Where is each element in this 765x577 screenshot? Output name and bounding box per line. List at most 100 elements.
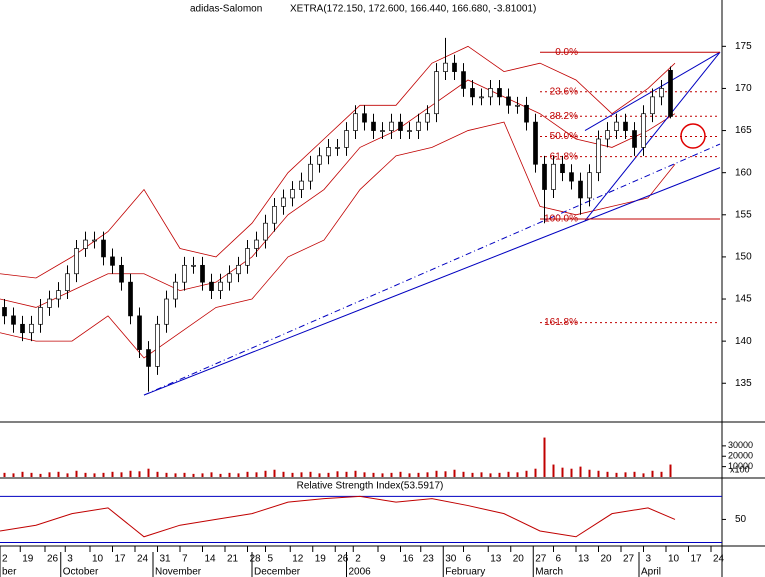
x-tick-label: 6	[556, 554, 562, 565]
fibonacci-label: 23.6%	[550, 86, 578, 97]
volume-bar	[336, 471, 339, 477]
x-tick-label: 21	[227, 554, 239, 565]
volume-bar	[390, 472, 393, 477]
candle-body	[20, 323, 25, 334]
month-label: October	[63, 567, 99, 577]
volume-bar	[12, 473, 15, 477]
volume-bar	[588, 469, 591, 477]
volume-bar	[120, 472, 123, 477]
candle-body	[614, 121, 619, 131]
volume-bar	[669, 464, 672, 477]
volume-bar	[633, 471, 636, 477]
volume-bar	[516, 472, 519, 477]
y-tick-label: 145	[735, 294, 752, 305]
candle-body	[200, 264, 205, 283]
candle-body	[560, 163, 565, 174]
candle-body	[650, 96, 655, 115]
candle-body	[254, 239, 259, 249]
volume-bar	[48, 472, 51, 477]
candle-body	[11, 315, 16, 325]
volume-bar	[66, 473, 69, 477]
month-label: ber	[2, 567, 17, 577]
volume-bar	[246, 471, 249, 477]
candle-body	[389, 121, 394, 131]
candle-body	[110, 256, 115, 266]
month-label: February	[445, 567, 485, 577]
volume-bar	[75, 470, 78, 477]
candle-body	[524, 104, 529, 123]
volume-bar	[309, 471, 312, 477]
x-tick-label: 28	[250, 554, 262, 565]
volume-bar	[624, 472, 627, 477]
volume-bar	[255, 472, 258, 477]
x-tick-label: 30	[445, 554, 457, 565]
volume-bar	[552, 464, 555, 477]
candle-body	[380, 130, 385, 132]
volume-bar	[201, 473, 204, 477]
volume-bar	[471, 472, 474, 477]
volume-bar	[579, 466, 582, 477]
x-tick-label: 6	[466, 554, 472, 565]
y-tick-label: 170	[735, 83, 752, 94]
y-tick-label: 160	[735, 167, 752, 178]
x-tick-label: 24	[137, 554, 149, 565]
x-tick-label: 10	[92, 554, 104, 565]
candle-body	[578, 180, 583, 199]
volume-bar	[228, 472, 231, 477]
fibonacci-label: 100.0%	[544, 214, 578, 225]
volume-bar	[30, 472, 33, 477]
volume-bar	[597, 470, 600, 477]
volume-bar	[453, 469, 456, 477]
candle-body	[29, 323, 34, 334]
candle-body	[83, 239, 88, 249]
volume-bar	[84, 472, 87, 477]
volume-bar	[192, 473, 195, 477]
volume-bar	[210, 472, 213, 477]
y-tick-label: 150	[735, 252, 752, 263]
candle-body	[128, 281, 133, 317]
bollinger-band	[0, 121, 676, 359]
candle-body	[362, 113, 367, 123]
candle-body	[119, 264, 124, 283]
x-tick-label: 5	[268, 554, 274, 565]
candle-body	[479, 96, 484, 99]
candle-body	[596, 138, 601, 174]
x-tick-label: 26	[337, 554, 349, 565]
candle-body	[101, 239, 106, 258]
x-tick-label: 24	[713, 554, 725, 565]
candle-body	[56, 290, 61, 300]
bollinger-band	[0, 79, 676, 308]
volume-bar	[534, 468, 537, 477]
y-tick-label: 140	[735, 336, 752, 347]
candle-body	[506, 96, 511, 106]
trend-line	[143, 167, 721, 396]
volume-bar	[435, 470, 438, 477]
volume-bar	[273, 469, 276, 477]
candle-body	[407, 130, 412, 132]
x-tick-label: 16	[403, 554, 415, 565]
volume-bar	[615, 472, 618, 477]
x-tick-label: 10	[668, 554, 680, 565]
volume-bar	[570, 468, 573, 477]
volume-bar	[651, 470, 654, 477]
candle-body	[164, 298, 169, 325]
fibonacci-label: 161.8%	[544, 317, 578, 328]
candle-body	[668, 69, 673, 117]
candle-body	[191, 264, 196, 267]
month-label: December	[254, 567, 301, 577]
month-label: 2006	[349, 567, 372, 577]
volume-bar	[498, 472, 501, 477]
candle-body	[659, 88, 664, 98]
candle-body	[263, 222, 268, 241]
x-tick-label: 31	[160, 554, 172, 565]
x-tick-label: 17	[115, 554, 127, 565]
volume-bar	[417, 472, 420, 477]
y-tick-label: 175	[735, 41, 752, 52]
volume-bar	[606, 471, 609, 477]
candle-body	[317, 155, 322, 165]
volume-bar	[426, 472, 429, 477]
volume-bar	[363, 472, 366, 477]
candle-body	[623, 121, 628, 131]
month-label: November	[155, 567, 202, 577]
